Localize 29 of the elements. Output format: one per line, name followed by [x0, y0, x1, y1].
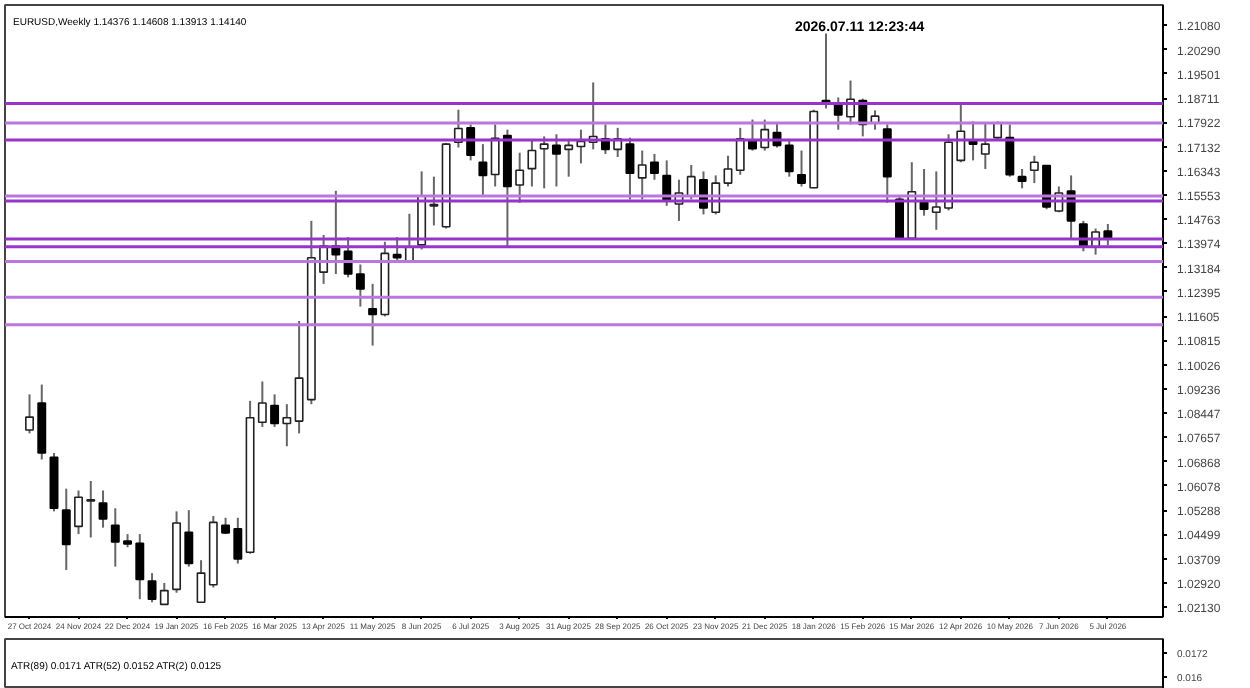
candlestick [147, 572, 157, 604]
candlestick [1005, 123, 1015, 178]
candlestick [184, 509, 194, 568]
candlestick [735, 126, 745, 176]
candlestick [368, 282, 378, 347]
candlestick [25, 393, 34, 435]
candlestick [392, 236, 402, 263]
candlestick [98, 489, 108, 529]
candlestick [551, 133, 561, 188]
candlestick [515, 151, 525, 204]
candlestick [282, 403, 292, 448]
candlestick [784, 139, 794, 178]
candlestick [625, 136, 635, 201]
candlestick [159, 581, 169, 606]
candlestick [649, 152, 659, 181]
candlestick [478, 143, 488, 196]
candlestick [1029, 154, 1039, 185]
candlestick [980, 122, 990, 170]
candlestick [490, 123, 500, 188]
candlestick [539, 135, 549, 190]
candlestick [882, 123, 892, 204]
candlestick [527, 139, 537, 188]
candlestick [723, 154, 733, 188]
candlestick [686, 163, 696, 201]
candlestick [797, 149, 806, 188]
candlestick [1017, 167, 1027, 190]
candlestick [637, 149, 647, 201]
candlestick [61, 487, 71, 572]
candlestick [270, 393, 280, 428]
